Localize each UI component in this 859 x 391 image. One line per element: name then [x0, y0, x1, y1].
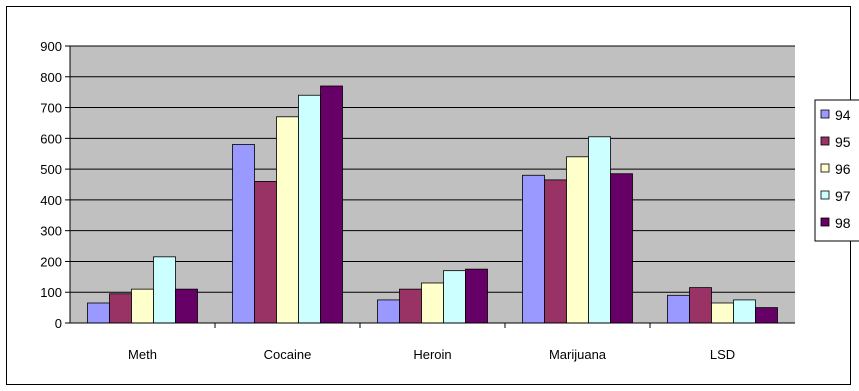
- bar-heroin-98: [465, 268, 488, 324]
- legend-swatch-94: [820, 109, 830, 119]
- bar-meth-95: [109, 293, 132, 324]
- y-tick-label: 200: [40, 254, 62, 269]
- bar-marijuana-97: [588, 136, 611, 324]
- y-tick-label: 800: [40, 70, 62, 85]
- bar-marijuana-95: [544, 179, 567, 324]
- legend-label-96: 96: [835, 161, 851, 177]
- bar-cocaine-97: [298, 94, 321, 324]
- bar-lsd-96: [711, 302, 734, 324]
- y-tick-label: 600: [40, 131, 62, 146]
- legend-label-97: 97: [835, 188, 851, 204]
- legend-label-95: 95: [835, 134, 851, 150]
- bar-meth-98: [175, 288, 198, 324]
- plot-area: [70, 46, 795, 323]
- bar-heroin-96: [421, 282, 444, 324]
- y-tick-label: 100: [40, 285, 62, 300]
- legend-swatch-95: [820, 136, 830, 146]
- y-tick-label: 700: [40, 101, 62, 116]
- bar-lsd-98: [755, 307, 778, 324]
- bar-meth-94: [87, 302, 110, 324]
- x-tick-label: Meth: [128, 347, 157, 362]
- bar-heroin-95: [399, 288, 422, 324]
- legend-swatch-97: [820, 190, 830, 200]
- y-tick-label: 300: [40, 224, 62, 239]
- bar-heroin-97: [443, 270, 466, 324]
- bar-marijuana-98: [610, 173, 633, 324]
- legend-swatch-96: [820, 163, 830, 173]
- y-tick-label: 900: [40, 39, 62, 54]
- y-tick-label: 0: [55, 316, 62, 331]
- legend-swatch-98: [820, 217, 830, 227]
- bar-meth-96: [131, 288, 154, 324]
- bar-lsd-97: [733, 299, 756, 324]
- y-tick-label: 500: [40, 162, 62, 177]
- bar-meth-97: [153, 256, 176, 324]
- bar-heroin-94: [377, 299, 400, 324]
- x-tick-label: Heroin: [413, 347, 451, 362]
- bar-cocaine-98: [320, 85, 343, 324]
- x-tick-label: LSD: [710, 347, 735, 362]
- bar-lsd-94: [667, 294, 690, 324]
- bar-marijuana-94: [522, 174, 545, 324]
- legend-label-94: 94: [835, 107, 851, 123]
- bar-cocaine-95: [254, 181, 277, 324]
- bar-lsd-95: [689, 287, 712, 324]
- x-tick-label: Marijuana: [549, 347, 607, 362]
- bar-cocaine-96: [276, 116, 299, 324]
- x-tick-label: Cocaine: [264, 347, 312, 362]
- legend-label-98: 98: [835, 215, 851, 231]
- bar-cocaine-94: [232, 144, 255, 324]
- bar-marijuana-96: [566, 156, 589, 324]
- y-tick-label: 400: [40, 193, 62, 208]
